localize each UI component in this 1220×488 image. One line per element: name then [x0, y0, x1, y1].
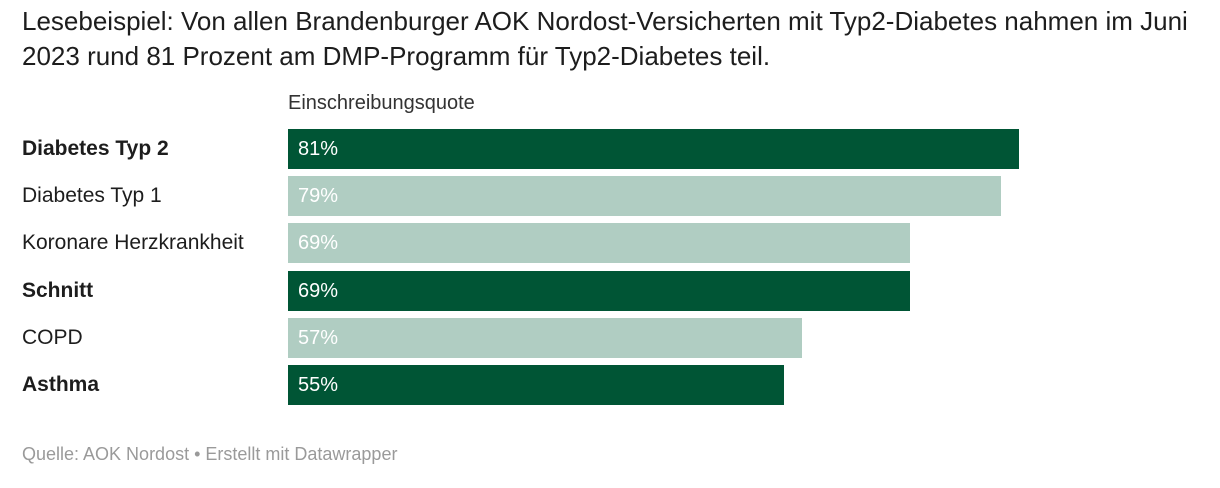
- intro-text: Lesebeispiel: Von allen Brandenburger AO…: [22, 6, 1188, 71]
- bar: [288, 318, 802, 358]
- category-label: COPD: [22, 326, 83, 349]
- column-header: Einschreibungsquote: [288, 92, 475, 114]
- bar: [288, 223, 910, 263]
- bar-value-label: 69%: [298, 280, 339, 302]
- bar-value-label: 57%: [298, 327, 339, 349]
- category-label: Schnitt: [22, 279, 94, 302]
- category-label: Koronare Herzkrankheit: [22, 231, 244, 254]
- bar-value-label: 79%: [298, 185, 339, 207]
- bar: [288, 129, 1019, 169]
- bar: [288, 271, 910, 311]
- category-label: Diabetes Typ 1: [22, 184, 162, 207]
- bar-value-label: 81%: [298, 138, 339, 160]
- source-note: Quelle: AOK Nordost • Erstellt mit Dataw…: [22, 444, 398, 464]
- bar: [288, 365, 784, 405]
- bar-value-label: 69%: [298, 232, 339, 254]
- bar: [288, 176, 1001, 216]
- bar-value-label: 55%: [298, 374, 339, 396]
- category-label: Asthma: [22, 373, 100, 396]
- category-label: Diabetes Typ 2: [22, 137, 169, 160]
